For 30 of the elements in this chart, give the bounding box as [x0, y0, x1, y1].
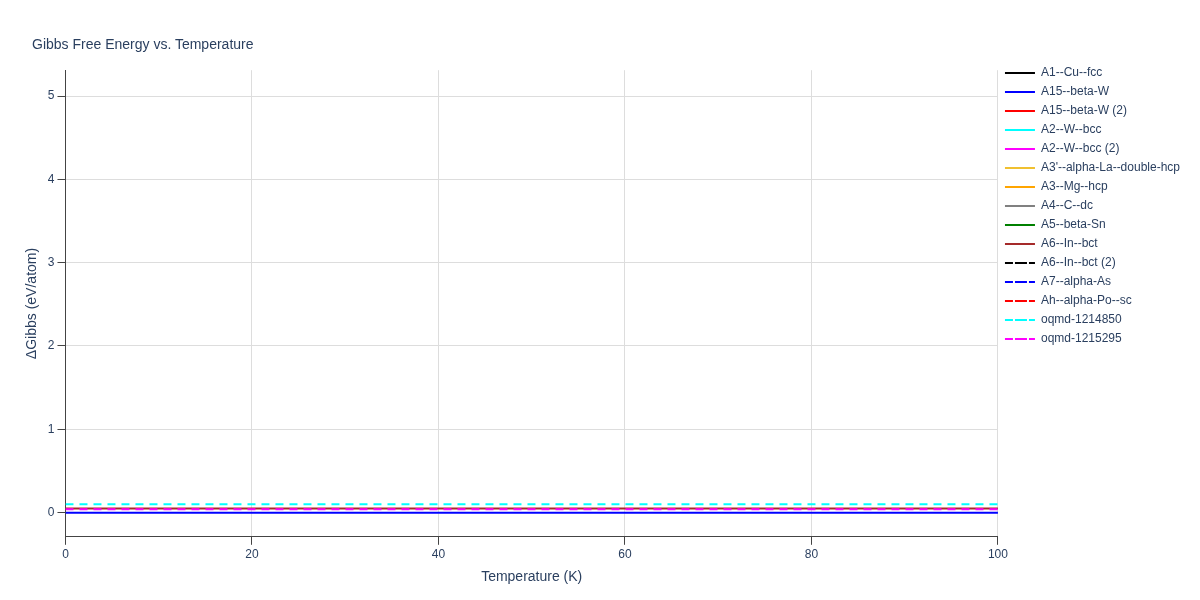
legend-label: A6--In--bct	[1040, 236, 1099, 251]
legend-label: A15--beta-W (2)	[1040, 103, 1127, 118]
legend-label: A2--W--bcc	[1040, 122, 1102, 137]
x-tick-label: 20	[245, 547, 259, 562]
y-axis-title: ΔGibbs (eV/atom)	[23, 247, 40, 360]
legend-label: oqmd-1214850	[1040, 312, 1123, 327]
y-tick-label: 1	[47, 421, 55, 436]
chart-title: Gibbs Free Energy vs. Temperature	[32, 36, 254, 52]
legend-label: A5--beta-Sn	[1040, 217, 1106, 232]
legend-label: A15--beta-W	[1040, 84, 1110, 99]
legend-label: Ah--alpha-Po--sc	[1040, 293, 1132, 308]
legend-label: A1--Cu--fcc	[1040, 65, 1103, 80]
x-tick-label: 0	[62, 547, 70, 562]
legend-label: A3'--alpha-La--double-hcp	[1040, 160, 1181, 175]
x-tick-label: 80	[804, 547, 819, 562]
y-tick-label: 3	[47, 254, 55, 269]
legend-label: A3--Mg--hcp	[1040, 179, 1108, 194]
x-tick-label: 60	[618, 547, 632, 562]
x-axis-title: Temperature (K)	[481, 568, 583, 585]
x-tick-label: 40	[431, 547, 446, 562]
y-tick-label: 0	[47, 504, 55, 519]
y-tick-label: 4	[47, 171, 55, 186]
legend-label: A2--W--bcc (2)	[1040, 141, 1120, 156]
y-tick-label: 2	[47, 338, 55, 353]
legend-label: A7--alpha-As	[1040, 274, 1111, 289]
y-tick-label: 5	[47, 88, 55, 103]
x-tick-label: 100	[987, 547, 1009, 562]
legend-label: A6--In--bct (2)	[1040, 255, 1116, 270]
legend-label: A4--C--dc	[1040, 198, 1093, 213]
legend-label: oqmd-1215295	[1040, 331, 1123, 346]
